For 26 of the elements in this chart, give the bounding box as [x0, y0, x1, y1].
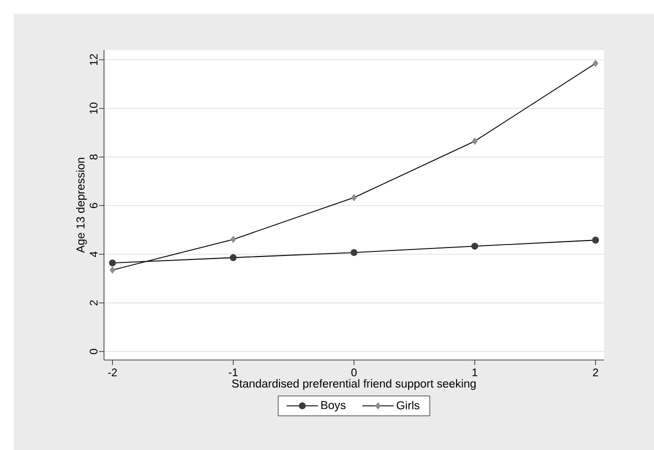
point: [592, 60, 598, 67]
x-axis-title: Standardised preferential friend support seeking: [232, 379, 476, 390]
y-tick-label: 10: [90, 102, 98, 114]
point: [471, 242, 478, 250]
y-tick-label: 4: [90, 251, 98, 258]
point: [351, 194, 357, 202]
point: [592, 236, 599, 244]
point: [472, 138, 478, 145]
y-tick-label: 12: [90, 54, 98, 66]
x-tick-label: -2: [108, 368, 117, 376]
legend-label: Boys: [321, 401, 346, 412]
y-tick-label: 8: [90, 154, 98, 160]
x-tick-label: 2: [593, 368, 598, 376]
point: [230, 254, 237, 262]
y-tick-label: 6: [90, 203, 98, 208]
legend-label: Girls: [396, 400, 420, 410]
y-tick-label: 0: [90, 348, 98, 354]
point: [109, 260, 116, 266]
x-tick-label: 0: [351, 368, 357, 376]
x-tick-label: -1: [228, 368, 238, 376]
y-axis-title: Age 13 depression: [76, 158, 87, 253]
point: [230, 236, 236, 243]
point: [110, 266, 116, 274]
x-tick-label: 1: [472, 368, 478, 376]
point: [350, 249, 358, 256]
y-tick-label: 2: [90, 300, 98, 306]
